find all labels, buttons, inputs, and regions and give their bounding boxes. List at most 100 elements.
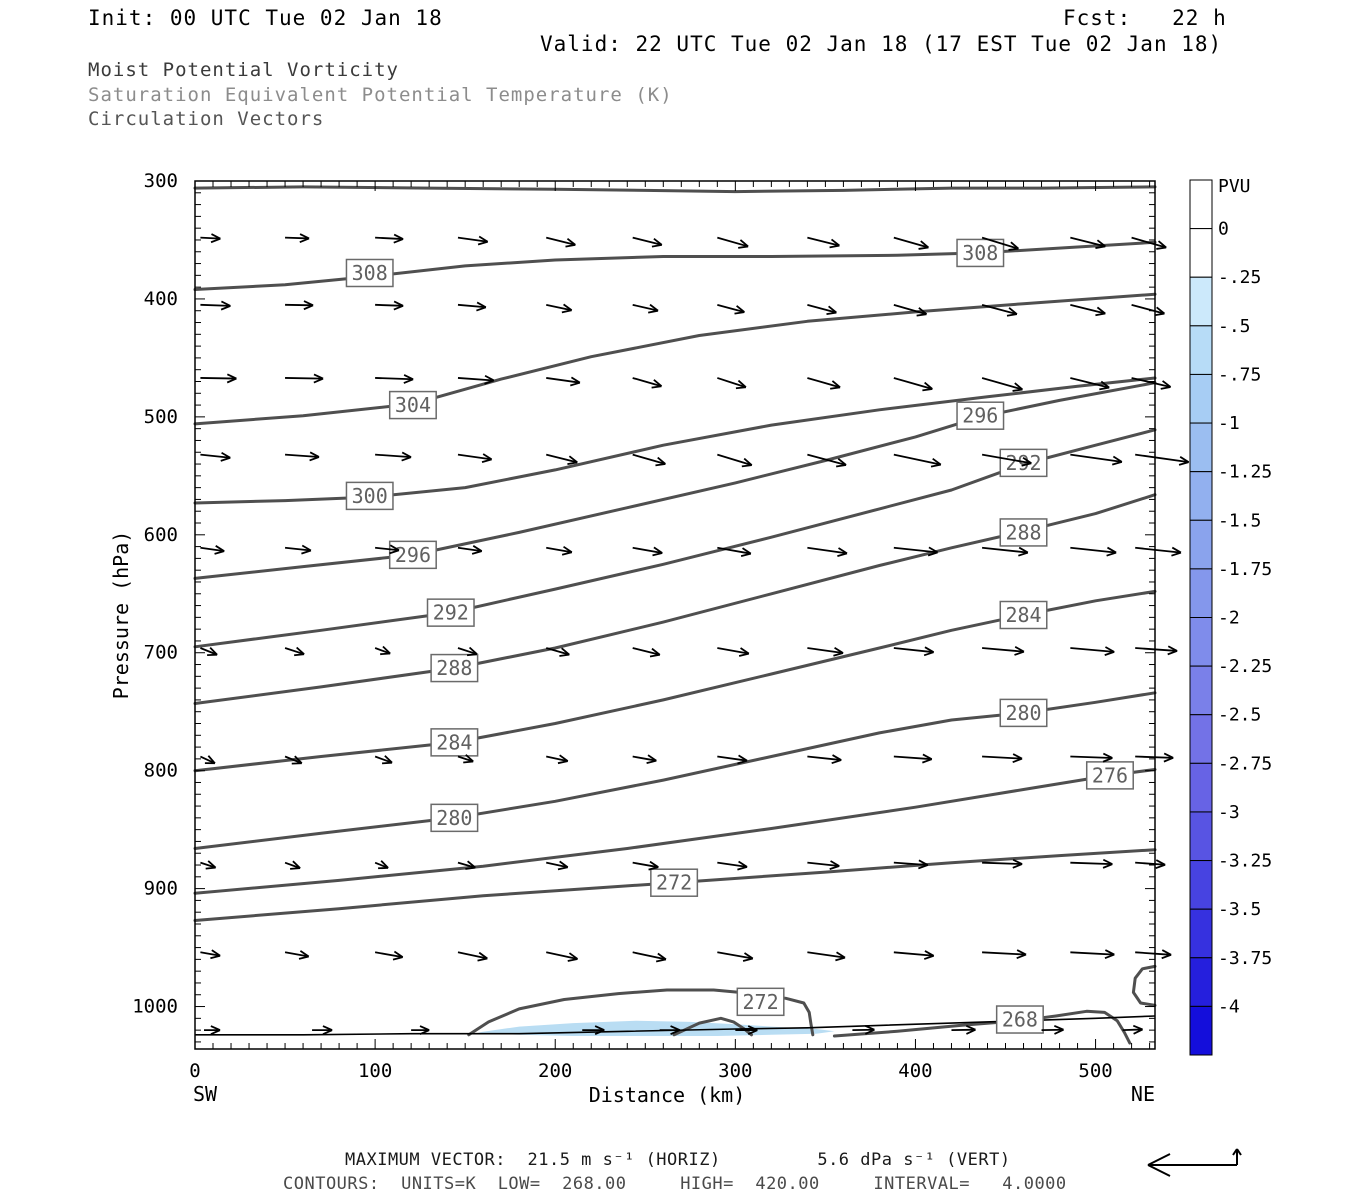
colorbar-cell — [1189, 617, 1213, 667]
wind-arrow — [807, 453, 847, 468]
wind-arrow — [981, 236, 1020, 251]
wind-arrow — [1070, 646, 1115, 656]
wind-arrow — [1070, 453, 1123, 466]
wind-arrow — [457, 545, 483, 555]
wind-arrow — [457, 235, 489, 246]
colorbar-cell — [1189, 714, 1213, 764]
wind-arrow — [981, 303, 1018, 317]
x-tick-label: 400 — [898, 1060, 932, 1082]
contour-label-292: 292 — [433, 601, 469, 625]
wind-arrow — [200, 545, 225, 555]
wind-arrow — [717, 860, 748, 871]
contour-line-276 — [193, 768, 1157, 895]
colorbar-tick-label: -2.75 — [1218, 753, 1272, 774]
contour-line-288 — [193, 493, 1157, 705]
wind-arrow — [717, 647, 750, 657]
wind-arrow — [375, 300, 404, 311]
wind-arrow — [457, 646, 478, 657]
colorbar-tick-label: -3 — [1218, 802, 1240, 823]
colorbar-cell — [1189, 422, 1213, 473]
wind-arrow — [717, 377, 747, 390]
y-tick-label: 300 — [144, 170, 178, 192]
wind-arrow — [717, 754, 748, 765]
contour-label-280: 280 — [436, 806, 472, 830]
wind-arrow — [982, 858, 1023, 869]
wind-arrow — [284, 544, 312, 555]
contour-label-276: 276 — [1092, 763, 1128, 787]
wind-arrow — [1131, 236, 1167, 250]
wind-arrow — [284, 950, 310, 960]
colorbar-cell — [1189, 519, 1213, 570]
colorbar-cell — [1189, 762, 1213, 813]
colorbar-title: PVU — [1218, 176, 1251, 197]
contour-label-272: 272 — [656, 871, 692, 895]
wind-arrow — [200, 233, 221, 244]
contour-label-288: 288 — [1005, 520, 1041, 544]
wind-arrow — [1135, 453, 1190, 466]
x-tick-label: 500 — [1078, 1060, 1112, 1082]
wind-arrow — [375, 233, 404, 244]
wind-arrow — [284, 451, 320, 462]
wind-arrow — [981, 546, 1029, 557]
wind-arrow — [632, 754, 657, 764]
wind-arrow — [284, 646, 305, 657]
contour-label-box — [426, 598, 475, 627]
wind-arrow — [545, 647, 570, 657]
colorbar-cell — [1189, 471, 1213, 521]
wind-arrow — [1131, 377, 1172, 390]
colorbar-cell — [1189, 665, 1213, 716]
wind-arrow — [893, 453, 942, 468]
contour-line-296 — [193, 381, 1157, 580]
contour-label-308: 308 — [962, 241, 998, 265]
wind-arrow — [1070, 858, 1113, 869]
y-tick-label: 1000 — [132, 996, 178, 1018]
colorbar-cell — [1189, 568, 1213, 619]
wind-arrow — [1135, 859, 1166, 870]
wind-arrow — [717, 453, 753, 468]
wind-arrow — [982, 646, 1025, 656]
wind-arrow — [852, 1025, 875, 1035]
contour-label-box — [999, 600, 1048, 630]
contour-line-304 — [193, 292, 1157, 426]
plot-frame — [194, 180, 1156, 1050]
wind-arrow — [457, 860, 476, 870]
wind-arrow — [200, 646, 218, 657]
contour-label-box — [995, 1005, 1044, 1034]
contour-label-box — [999, 448, 1048, 478]
contour-label-300: 300 — [352, 484, 388, 508]
contour-line-280 — [193, 691, 1157, 850]
x-axis-title: Distance (km) — [589, 1083, 746, 1107]
contour-label-292: 292 — [1005, 451, 1041, 475]
contour-label-288: 288 — [436, 656, 472, 680]
wind-arrow — [1135, 752, 1174, 763]
init-time-label: Init: 00 UTC Tue 02 Jan 18 — [88, 6, 443, 30]
wind-arrow — [982, 949, 1027, 960]
contour-label-box — [430, 803, 479, 833]
wind-arrow — [807, 303, 837, 316]
wind-arrow — [951, 1024, 976, 1035]
wind-arrow — [546, 545, 573, 556]
wind-arrow — [632, 546, 663, 557]
wind-arrow — [1070, 546, 1117, 557]
wind-arrow — [717, 951, 754, 962]
wind-arrow — [457, 754, 474, 764]
colorbar-tick-label: -1.25 — [1218, 462, 1272, 483]
wind-arrow — [981, 453, 1032, 467]
wind-arrow — [200, 373, 237, 384]
wind-arrow — [200, 451, 231, 462]
contour-label-box — [345, 481, 394, 511]
colorbar-tick-label: -1 — [1218, 413, 1240, 434]
contour-label-box — [388, 390, 437, 420]
contour-info-label: CONTOURS: UNITS=K LOW= 268.00 HIGH= 420.… — [283, 1174, 1067, 1194]
colorbar-tick-label: -1.75 — [1218, 559, 1272, 580]
y-axis-title: Pressure (hPa) — [109, 531, 133, 700]
contour-label-box — [1085, 761, 1134, 790]
wind-arrow — [807, 754, 842, 765]
contour-label-box — [736, 987, 785, 1017]
contour-label-308: 308 — [352, 261, 388, 285]
wind-arrow — [807, 546, 848, 557]
wind-arrow — [375, 544, 400, 555]
wind-arrow — [807, 860, 840, 870]
wind-arrow — [284, 860, 301, 870]
